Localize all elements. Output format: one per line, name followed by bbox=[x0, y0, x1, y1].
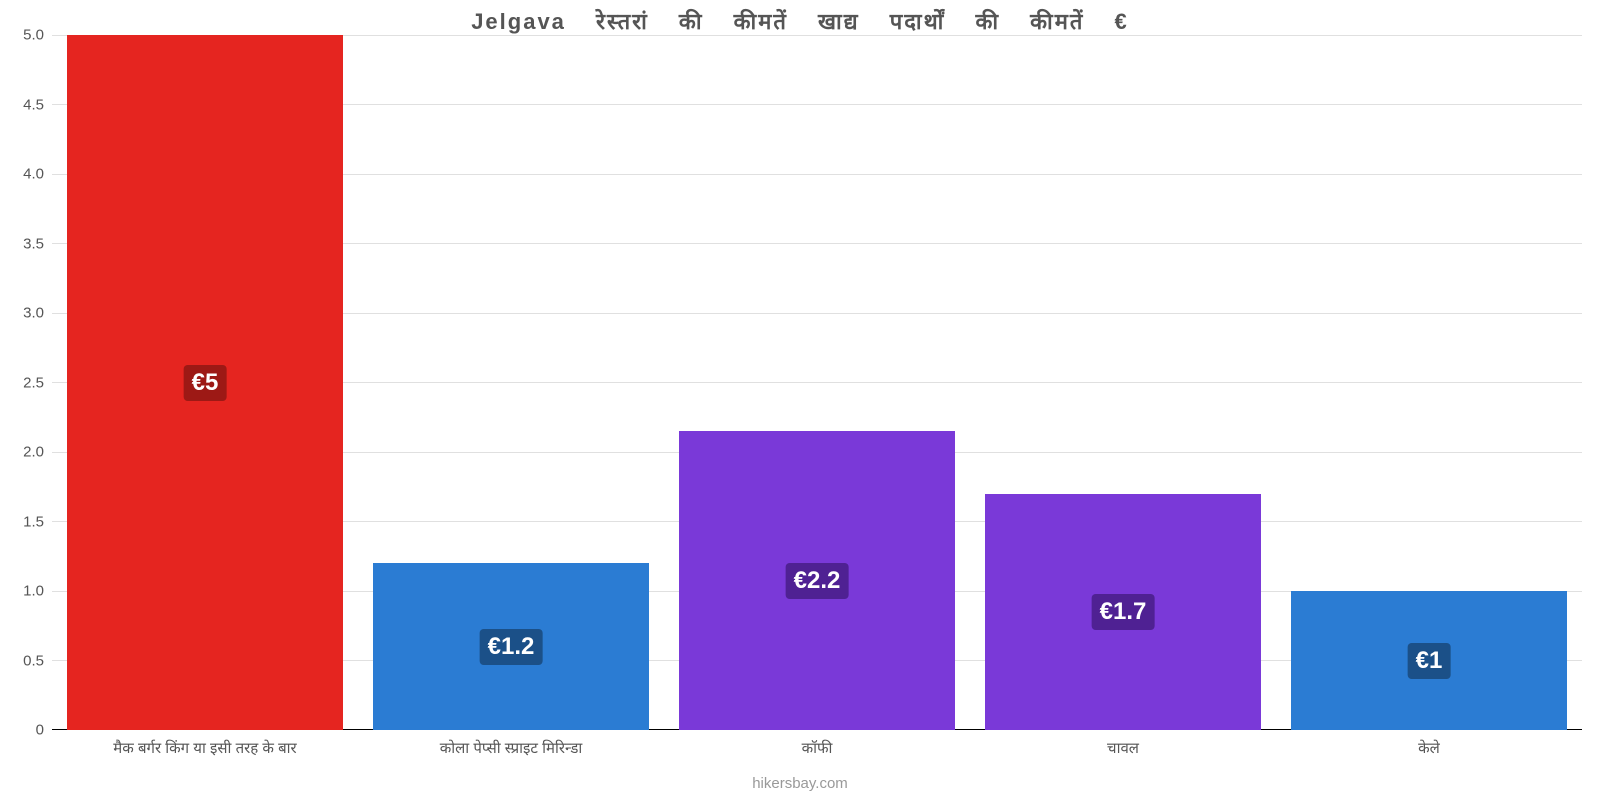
y-tick-label: 2.0 bbox=[23, 444, 52, 461]
y-tick-label: 4.0 bbox=[23, 166, 52, 183]
chart-title: Jelgava रेस्तरां की कीमतें खाद्य पदार्थो… bbox=[0, 6, 1600, 36]
value-badge: €1 bbox=[1408, 643, 1451, 679]
x-tick-label: चावल bbox=[1107, 730, 1139, 758]
y-tick-label: 3.0 bbox=[23, 305, 52, 322]
price-bar: €2.2 bbox=[679, 431, 954, 730]
x-tick-label: कोला पेप्सी स्प्राइट मिरिन्डा bbox=[440, 730, 583, 758]
y-tick-label: 1.0 bbox=[23, 583, 52, 600]
value-badge: €2.2 bbox=[786, 563, 849, 599]
y-tick-label: 1.5 bbox=[23, 513, 52, 530]
price-bar: €1 bbox=[1291, 591, 1566, 730]
price-bar: €5 bbox=[67, 35, 342, 730]
price-bar: €1.2 bbox=[373, 563, 648, 730]
value-badge: €5 bbox=[184, 365, 227, 401]
y-tick-label: 2.5 bbox=[23, 374, 52, 391]
value-badge: €1.2 bbox=[480, 629, 543, 665]
x-tick-label: केले bbox=[1418, 730, 1440, 758]
price-bar: €1.7 bbox=[985, 494, 1260, 730]
x-tick-label: मैक बर्गर किंग या इसी तरह के बार bbox=[113, 730, 296, 758]
y-tick-label: 4.5 bbox=[23, 96, 52, 113]
y-tick-label: 5.0 bbox=[23, 27, 52, 44]
credit-text: hikersbay.com bbox=[752, 775, 848, 792]
plot-area: 00.51.01.52.02.53.03.54.04.55.0€5मैक बर्… bbox=[52, 35, 1582, 730]
x-tick-label: कॉफी bbox=[802, 730, 833, 758]
value-badge: €1.7 bbox=[1092, 594, 1155, 630]
y-tick-label: 3.5 bbox=[23, 235, 52, 252]
y-tick-label: 0 bbox=[36, 722, 52, 739]
y-tick-label: 0.5 bbox=[23, 652, 52, 669]
